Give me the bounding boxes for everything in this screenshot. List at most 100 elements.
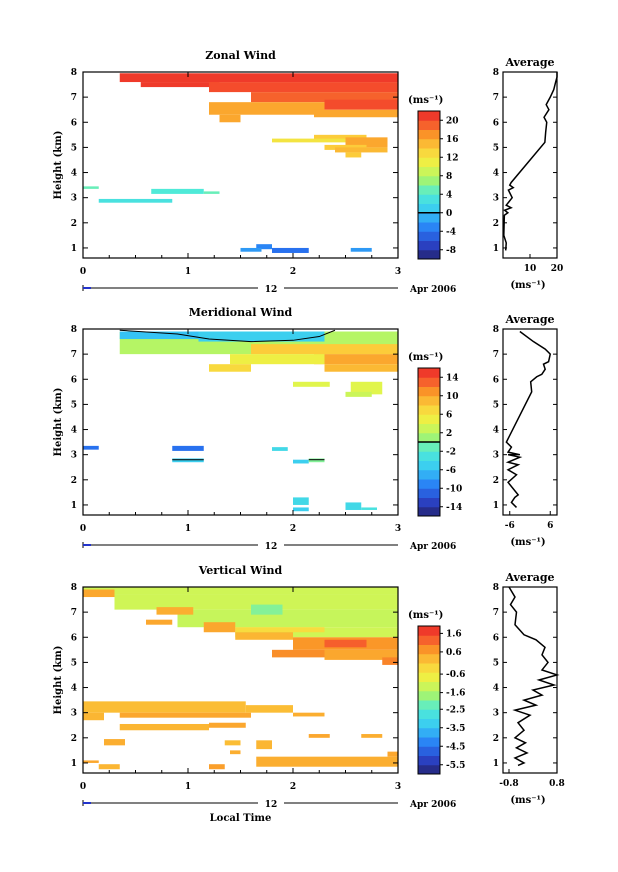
colorbar-swatch	[418, 746, 440, 756]
average-y-tick-label: 2	[493, 734, 499, 744]
heatmap-cell	[245, 705, 293, 713]
heatmap-cell	[345, 391, 372, 397]
x-tick-label: 3	[395, 524, 401, 534]
heatmap-cell	[256, 740, 272, 750]
colorbar-swatch	[418, 368, 440, 378]
zero-contour-line	[119, 329, 336, 343]
heatmap-cell	[104, 739, 125, 746]
colorbar-frame	[417, 625, 441, 775]
y-tick-label: 6	[71, 375, 77, 385]
heatmap-cell	[272, 447, 288, 451]
x-tick-label: 3	[395, 782, 401, 792]
colorbar-tick-label: -4	[446, 227, 456, 237]
y-tick-label: 6	[71, 118, 77, 128]
colorbar-swatch	[418, 405, 440, 415]
colorbar-swatch	[418, 212, 440, 223]
colorbar-swatch	[418, 663, 440, 673]
heatmap-cell	[119, 712, 251, 718]
y-tick-label: 1	[71, 244, 77, 254]
y-tick-label: 3	[71, 451, 77, 461]
heatmap-cell	[172, 445, 204, 451]
heatmap-cell	[140, 82, 220, 88]
heatmap-cell	[293, 381, 330, 387]
heatmap-cell	[203, 622, 236, 633]
colorbar-swatch	[418, 681, 440, 692]
x-tick-label: 0	[80, 267, 86, 277]
heatmap-cell	[83, 760, 99, 763]
heatmap-cell	[345, 152, 362, 158]
heatmap-cell	[98, 764, 120, 770]
colorbar-tick-label: 20	[446, 116, 459, 126]
average-x-tick-label: -0.8	[499, 779, 518, 789]
colorbar-swatch	[418, 709, 440, 719]
colorbar-swatch	[418, 469, 440, 480]
average-y-tick-label: 6	[493, 118, 499, 128]
heatmap-cell	[324, 144, 367, 150]
heatmap-cell	[350, 247, 372, 252]
heatmap-cell	[293, 507, 309, 512]
x-axis-label: Local Time	[210, 813, 272, 824]
y-tick-label: 2	[71, 734, 77, 744]
y-tick-label: 4	[71, 169, 77, 179]
average-y-tick-label: 7	[493, 608, 499, 618]
x-tick-label: 1	[185, 524, 191, 534]
heatmap-cell	[314, 354, 398, 365]
heatmap-cell	[235, 627, 325, 633]
heatmap-cell	[146, 619, 173, 625]
colorbar-frame	[417, 110, 441, 260]
heatmap-cell	[324, 639, 367, 648]
y-tick-label: 7	[71, 350, 77, 360]
average-title: Average	[504, 313, 554, 326]
colorbar-swatch	[418, 626, 440, 636]
average-y-tick-label: 8	[493, 583, 499, 593]
colorbar-tick-label: -2	[446, 447, 456, 457]
x-tick-label: 0	[80, 524, 86, 534]
y-tick-label: 1	[71, 501, 77, 511]
y-tick-label: 2	[71, 219, 77, 229]
heatmap-cell	[335, 147, 388, 153]
average-y-tick-label: 4	[493, 684, 499, 694]
heatmap-cell	[172, 458, 204, 463]
colorbar-swatch	[418, 442, 440, 452]
x-tick-label: 3	[395, 267, 401, 277]
average-profile-line	[503, 72, 558, 251]
colorbar-swatch	[418, 157, 440, 167]
y-tick-label: 5	[71, 658, 77, 668]
colorbar-swatch	[418, 231, 440, 241]
colorbar-unit-label: (ms⁻¹)	[408, 610, 443, 621]
colorbar-swatch	[418, 460, 440, 471]
panel-title: Vertical Wind	[198, 564, 283, 577]
heatmap-cell	[209, 364, 251, 372]
colorbar-tick-label: -2.5	[446, 705, 465, 715]
x-tick-label: 1	[185, 267, 191, 277]
colorbar-swatch	[418, 185, 440, 195]
average-x-tick-label: 10	[524, 264, 537, 274]
colorbar-tick-label: 6	[446, 410, 452, 420]
average-y-tick-label: 5	[493, 143, 499, 153]
heatmap-cell	[156, 607, 194, 615]
average-frame	[502, 586, 558, 774]
average-x-tick-label: 6	[547, 521, 553, 531]
colorbar-tick-label: 12	[446, 153, 459, 163]
heatmap-cell	[83, 186, 99, 189]
heatmap-cell	[314, 134, 367, 140]
colorbar-swatch	[418, 755, 440, 766]
heatmap-cell	[272, 247, 309, 253]
heatmap-cell	[350, 381, 383, 395]
heatmap-cell	[119, 73, 398, 83]
colorbar-swatch	[418, 377, 440, 387]
colorbar-swatch	[418, 240, 440, 251]
date-label: Apr 2006	[409, 542, 456, 552]
colorbar-tick-label: 16	[446, 135, 459, 145]
average-y-tick-label: 1	[493, 244, 499, 254]
heatmap-cell	[293, 497, 309, 505]
heatmap-cell	[119, 331, 199, 340]
heatmap-cell	[345, 137, 388, 148]
heatmap-cell	[314, 109, 398, 118]
average-profile-line	[505, 330, 552, 508]
colorbar-swatch	[418, 423, 440, 434]
heatmap-cell	[324, 649, 398, 660]
date-day-bg	[258, 282, 284, 294]
y-tick-label: 1	[71, 759, 77, 769]
